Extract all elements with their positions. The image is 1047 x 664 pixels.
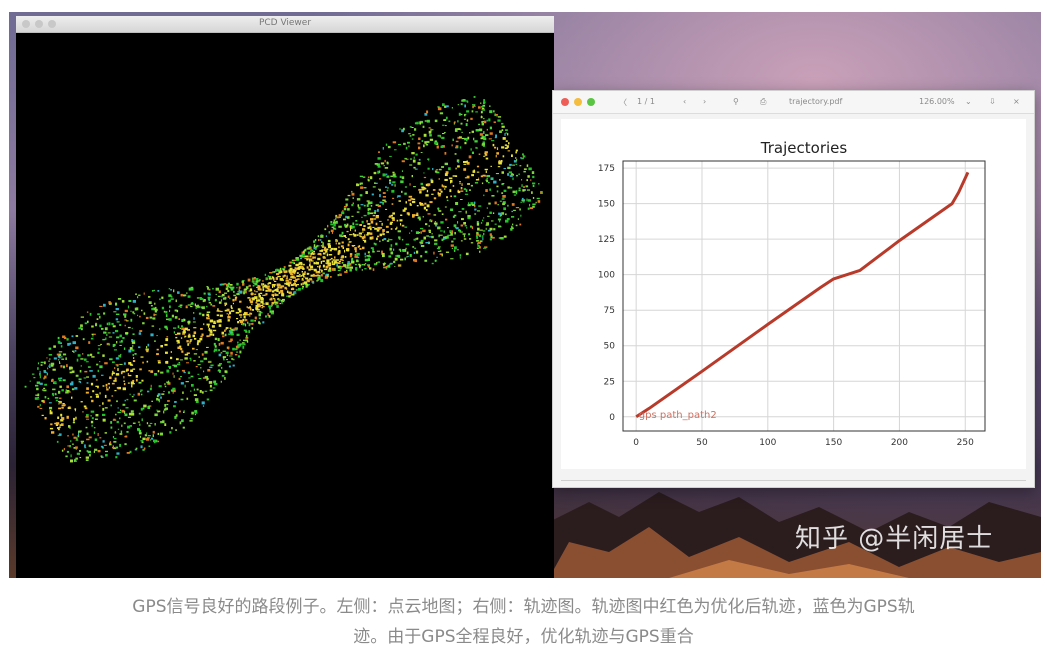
y-tick-label: 75 — [604, 306, 615, 316]
prev-page-icon[interactable]: ‹ — [683, 97, 687, 106]
sidebar-toggle-icon[interactable]: 〈 — [619, 98, 627, 107]
legend-label: gps path_path2 — [639, 410, 717, 421]
pdf-filename: trajectory.pdf — [789, 97, 843, 106]
caption-line-2: 迹。由于GPS全程良好，优化轨迹与GPS重合 — [353, 627, 694, 647]
chart-title: Trajectories — [760, 139, 848, 157]
watermark-text: 知乎 @半闲居士 — [795, 524, 994, 554]
download-icon[interactable]: ⇩ — [989, 97, 996, 106]
trajectory-line — [635, 171, 970, 419]
point-cloud-points — [24, 96, 543, 463]
maximize-icon[interactable] — [587, 98, 595, 106]
minimize-icon[interactable] — [35, 20, 43, 28]
y-tick-label: 125 — [598, 235, 615, 245]
desktop-background: PCD Viewer 〈 1 / 1 ‹ › ⚲ ⎙ trajectory.pd… — [9, 12, 1041, 578]
chevron-down-icon[interactable]: ⌄ — [965, 97, 972, 106]
caption-line-1: GPS信号良好的路段例子。左侧：点云地图；右侧：轨迹图。轨迹图中红色为优化后轨迹… — [132, 597, 915, 617]
y-tick-label: 50 — [604, 342, 616, 352]
figure-caption: GPS信号良好的路段例子。左侧：点云地图；右侧：轨迹图。轨迹图中红色为优化后轨迹… — [0, 592, 1047, 652]
zoom-select[interactable]: 126.00% — [919, 97, 955, 106]
y-tick-label: 100 — [598, 271, 615, 281]
close-icon[interactable] — [22, 20, 30, 28]
next-page-icon[interactable]: › — [703, 97, 707, 106]
x-tick-label: 250 — [957, 438, 974, 448]
pdf-page: Trajectories 0 50 100 150 200 250 0 25 50 75 100 125… — [561, 119, 1026, 469]
search-icon[interactable]: ⚲ — [733, 97, 739, 106]
page-nav-indicator: 1 / 1 — [637, 97, 655, 106]
close-document-icon[interactable]: × — [1013, 97, 1020, 106]
pdf-viewer-window[interactable]: 〈 1 / 1 ‹ › ⚲ ⎙ trajectory.pdf 126.00% ⌄… — [552, 90, 1035, 488]
x-tick-label: 100 — [759, 438, 776, 448]
pcd-viewer-window[interactable]: PCD Viewer — [16, 16, 554, 578]
pdf-divider — [561, 480, 1026, 481]
y-tick-label: 25 — [604, 377, 615, 387]
close-icon[interactable] — [561, 98, 569, 106]
pcd-viewer-title: PCD Viewer — [258, 18, 312, 28]
x-tick-label: 50 — [696, 438, 708, 448]
pcd-viewer-titlebar[interactable]: PCD Viewer — [16, 16, 554, 33]
print-icon[interactable]: ⎙ — [760, 97, 767, 106]
pdf-toolbar: 〈 1 / 1 ‹ › ⚲ ⎙ trajectory.pdf 126.00% ⌄… — [553, 91, 1034, 114]
point-cloud-map[interactable] — [16, 33, 554, 578]
minimize-icon[interactable] — [574, 98, 582, 106]
plot-frame — [622, 160, 986, 432]
x-tick-label: 200 — [891, 438, 908, 448]
y-tick-label: 0 — [609, 413, 615, 423]
x-tick-label: 150 — [825, 438, 842, 448]
y-tick-label: 175 — [598, 164, 615, 174]
mountain-silhouette — [549, 492, 1041, 578]
trajectory-chart: Trajectories 0 50 100 150 200 250 0 25 50 75 100 125… — [598, 139, 986, 448]
y-tick-label: 150 — [598, 200, 615, 210]
maximize-icon[interactable] — [48, 20, 56, 28]
x-tick-label: 0 — [633, 438, 639, 448]
